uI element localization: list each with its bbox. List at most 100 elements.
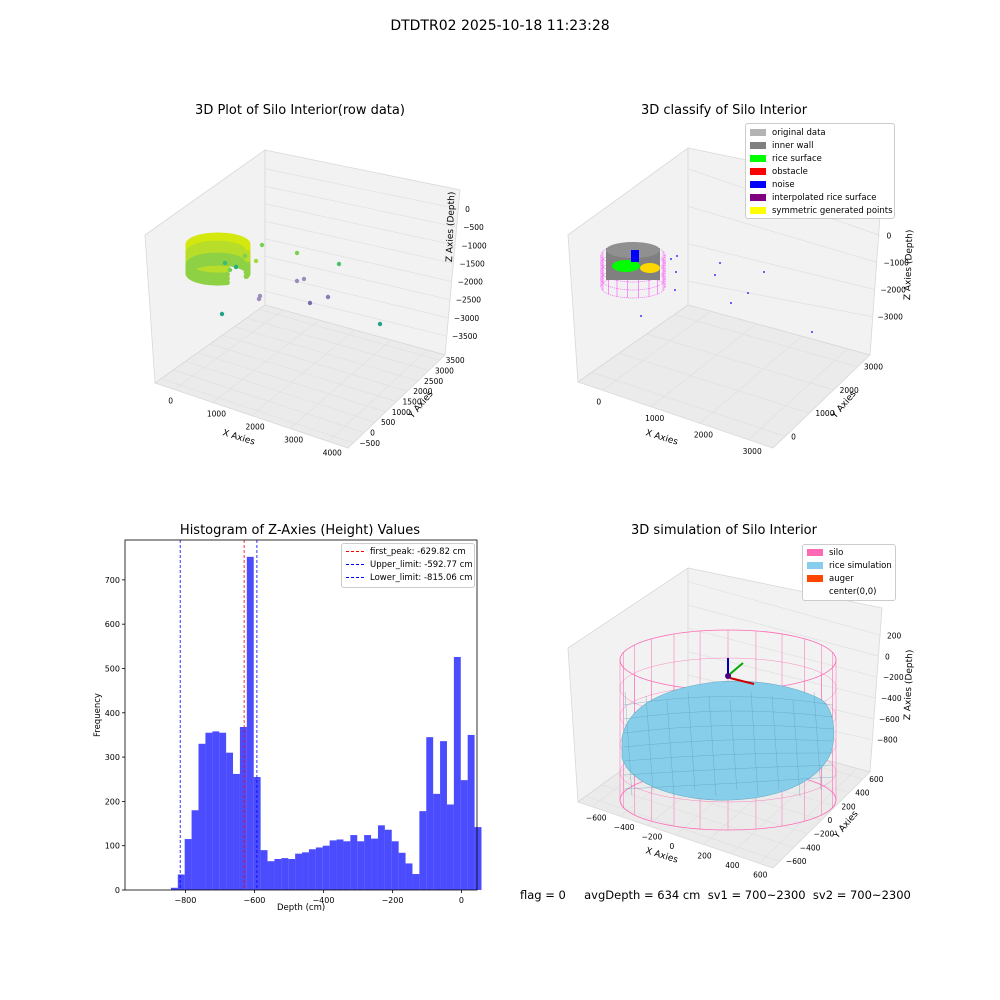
panel1-z-tick-label: −3000: [454, 314, 480, 323]
panel4-z-gridline: [687, 581, 882, 636]
panel4-legend-item: silo: [803, 546, 895, 559]
panel4-rice-mesh-line: [792, 699, 801, 797]
panel2-noise-point: [670, 258, 672, 260]
panel4-y-tick-label: 200: [841, 802, 856, 811]
panel1-3d-axes: 01000200030004000−5000500100015002000250…: [144, 149, 487, 458]
panel3-bar: [212, 731, 220, 890]
panel2-legend-swatch: [750, 181, 766, 188]
panel2-legend-label: interpolated rice surface: [772, 192, 877, 203]
panel3-bar: [239, 726, 247, 890]
panel4-title: 3D simulation of Silo Interior: [631, 523, 817, 538]
panel2-legend-label: original data: [772, 127, 826, 138]
panel4-z-tick-label: −800: [877, 736, 898, 745]
panel4-z-gridline: [687, 651, 876, 699]
panel4-legend-item: center(0,0): [803, 585, 895, 598]
panel3-x-tick-label: 0: [459, 896, 464, 905]
panel1-point: [253, 258, 259, 264]
panel1-y-gridline: [185, 361, 376, 423]
panel2-noise-point: [674, 289, 676, 291]
panel3-bar: [177, 874, 185, 890]
panel3-bar: [274, 858, 282, 890]
panel4-z-tick-label: −200: [883, 673, 904, 682]
panel2-legend-item: rice surface: [746, 152, 894, 165]
panel2-legend-swatch: [750, 129, 766, 136]
panel2-x-tick-label: 2000: [694, 430, 713, 439]
panel4-y-gridline: [601, 784, 794, 848]
panel2-legend-label: rice surface: [772, 153, 822, 164]
panel2-legend-item: inner wall: [746, 139, 894, 152]
panel1-point: [245, 265, 251, 271]
panel4-y-tick-label: 600: [869, 775, 884, 784]
panel3-bar: [364, 835, 372, 890]
panel4-rice-mesh-line: [623, 752, 834, 762]
panel2-x-gridline: [699, 335, 802, 424]
panel1-point: [245, 245, 251, 251]
panel3-y-tick-label: 100: [105, 842, 120, 851]
panel3-bar: [460, 780, 468, 890]
panel4-x-tick-label: 200: [697, 851, 712, 860]
panel4-legend: silo rice simulation auger center(0,0): [802, 544, 896, 601]
panel1-y-gridline: [234, 326, 419, 382]
panel1-y-tick-label: 0: [370, 429, 375, 438]
panel3-bar: [198, 743, 206, 890]
panel2-x-gridline: [650, 323, 757, 408]
panel1-z-tick-label: −500: [463, 223, 484, 232]
panel1-point: [242, 253, 248, 259]
panel2-legend-label: symmetric generated points: [772, 205, 893, 216]
panel2-x-tick-label: 1000: [645, 414, 664, 423]
panel4-z-gridline: [687, 627, 878, 678]
panel3-bar: [467, 734, 475, 890]
panel1-z-gridline: [264, 203, 456, 246]
panel4-z-tick-label: −600: [879, 715, 900, 724]
panel1-point: [245, 249, 251, 255]
panel4-y-tick-label: 400: [855, 789, 870, 798]
panel4-rice-mesh-line: [623, 710, 834, 720]
panel4-rice-mesh-line: [623, 696, 834, 706]
panel2-legend-label: noise: [772, 179, 795, 190]
panel1-point: [227, 267, 233, 273]
panel4-center-axis-x: [729, 677, 755, 685]
panel1-point: [245, 257, 251, 263]
panel4-legend-label: rice simulation: [829, 560, 892, 571]
panel1-point: [219, 311, 225, 317]
panel1-y-gridline: [209, 343, 397, 402]
panel4-z-gridline: [687, 604, 880, 657]
panel4-legend-item: rice simulation: [803, 559, 895, 572]
panel2-noise-point: [676, 255, 678, 257]
panel4-x-tick-label: 0: [670, 842, 675, 851]
panel4-legend-swatch: [807, 588, 823, 595]
panel1-point: [325, 294, 331, 300]
panel4-z-tick-label: 0: [885, 652, 890, 661]
panel2-legend-swatch: [750, 168, 766, 175]
panel3-legend-swatch: [346, 564, 364, 565]
panel1-point: [307, 300, 313, 306]
panel3-y-tick-label: 200: [105, 797, 120, 806]
panel1-y-tick-label: −500: [359, 439, 380, 448]
panel3-bar: [226, 752, 234, 890]
panel1-x-tick-label: 1000: [207, 410, 226, 419]
panel4-legend-swatch: [807, 549, 823, 556]
panel4-x-tick-label: −200: [642, 833, 663, 842]
panel2-legend-swatch: [750, 194, 766, 201]
panel1-y-tick-label: 1500: [403, 398, 422, 407]
panel2-noise-cluster: [631, 250, 639, 262]
panel4-y-gridline: [585, 795, 781, 862]
panel3-bar: [295, 853, 303, 890]
panel2-legend: original data inner wall rice surface obsta…: [745, 123, 895, 219]
panel4-rice-mesh-line: [623, 776, 834, 790]
panel3-legend-item: Upper_limit: -592.77 cm: [342, 558, 474, 571]
panel1-z-tick-label: 0: [465, 205, 470, 214]
panel2-x-tick-label: 3000: [743, 447, 762, 456]
panel4-legend-swatch: [807, 575, 823, 582]
panel2-legend-item: obstacle: [746, 165, 894, 178]
panel4-x-tick-label: −600: [586, 814, 607, 823]
panel2-noise-point: [640, 315, 642, 317]
panel3-legend-label: Upper_limit: -592.77 cm: [370, 559, 473, 570]
panel4-center-axis-y: [729, 662, 744, 675]
panel4-legend-label: silo: [829, 547, 844, 558]
panel4-rice-mesh-line: [708, 695, 717, 797]
panel2-z-tick-label: 0: [887, 232, 892, 241]
panel1-point: [256, 296, 262, 302]
panel4-rice-mesh-line: [750, 691, 759, 797]
panel1-y-tick-label: 3500: [446, 356, 465, 365]
